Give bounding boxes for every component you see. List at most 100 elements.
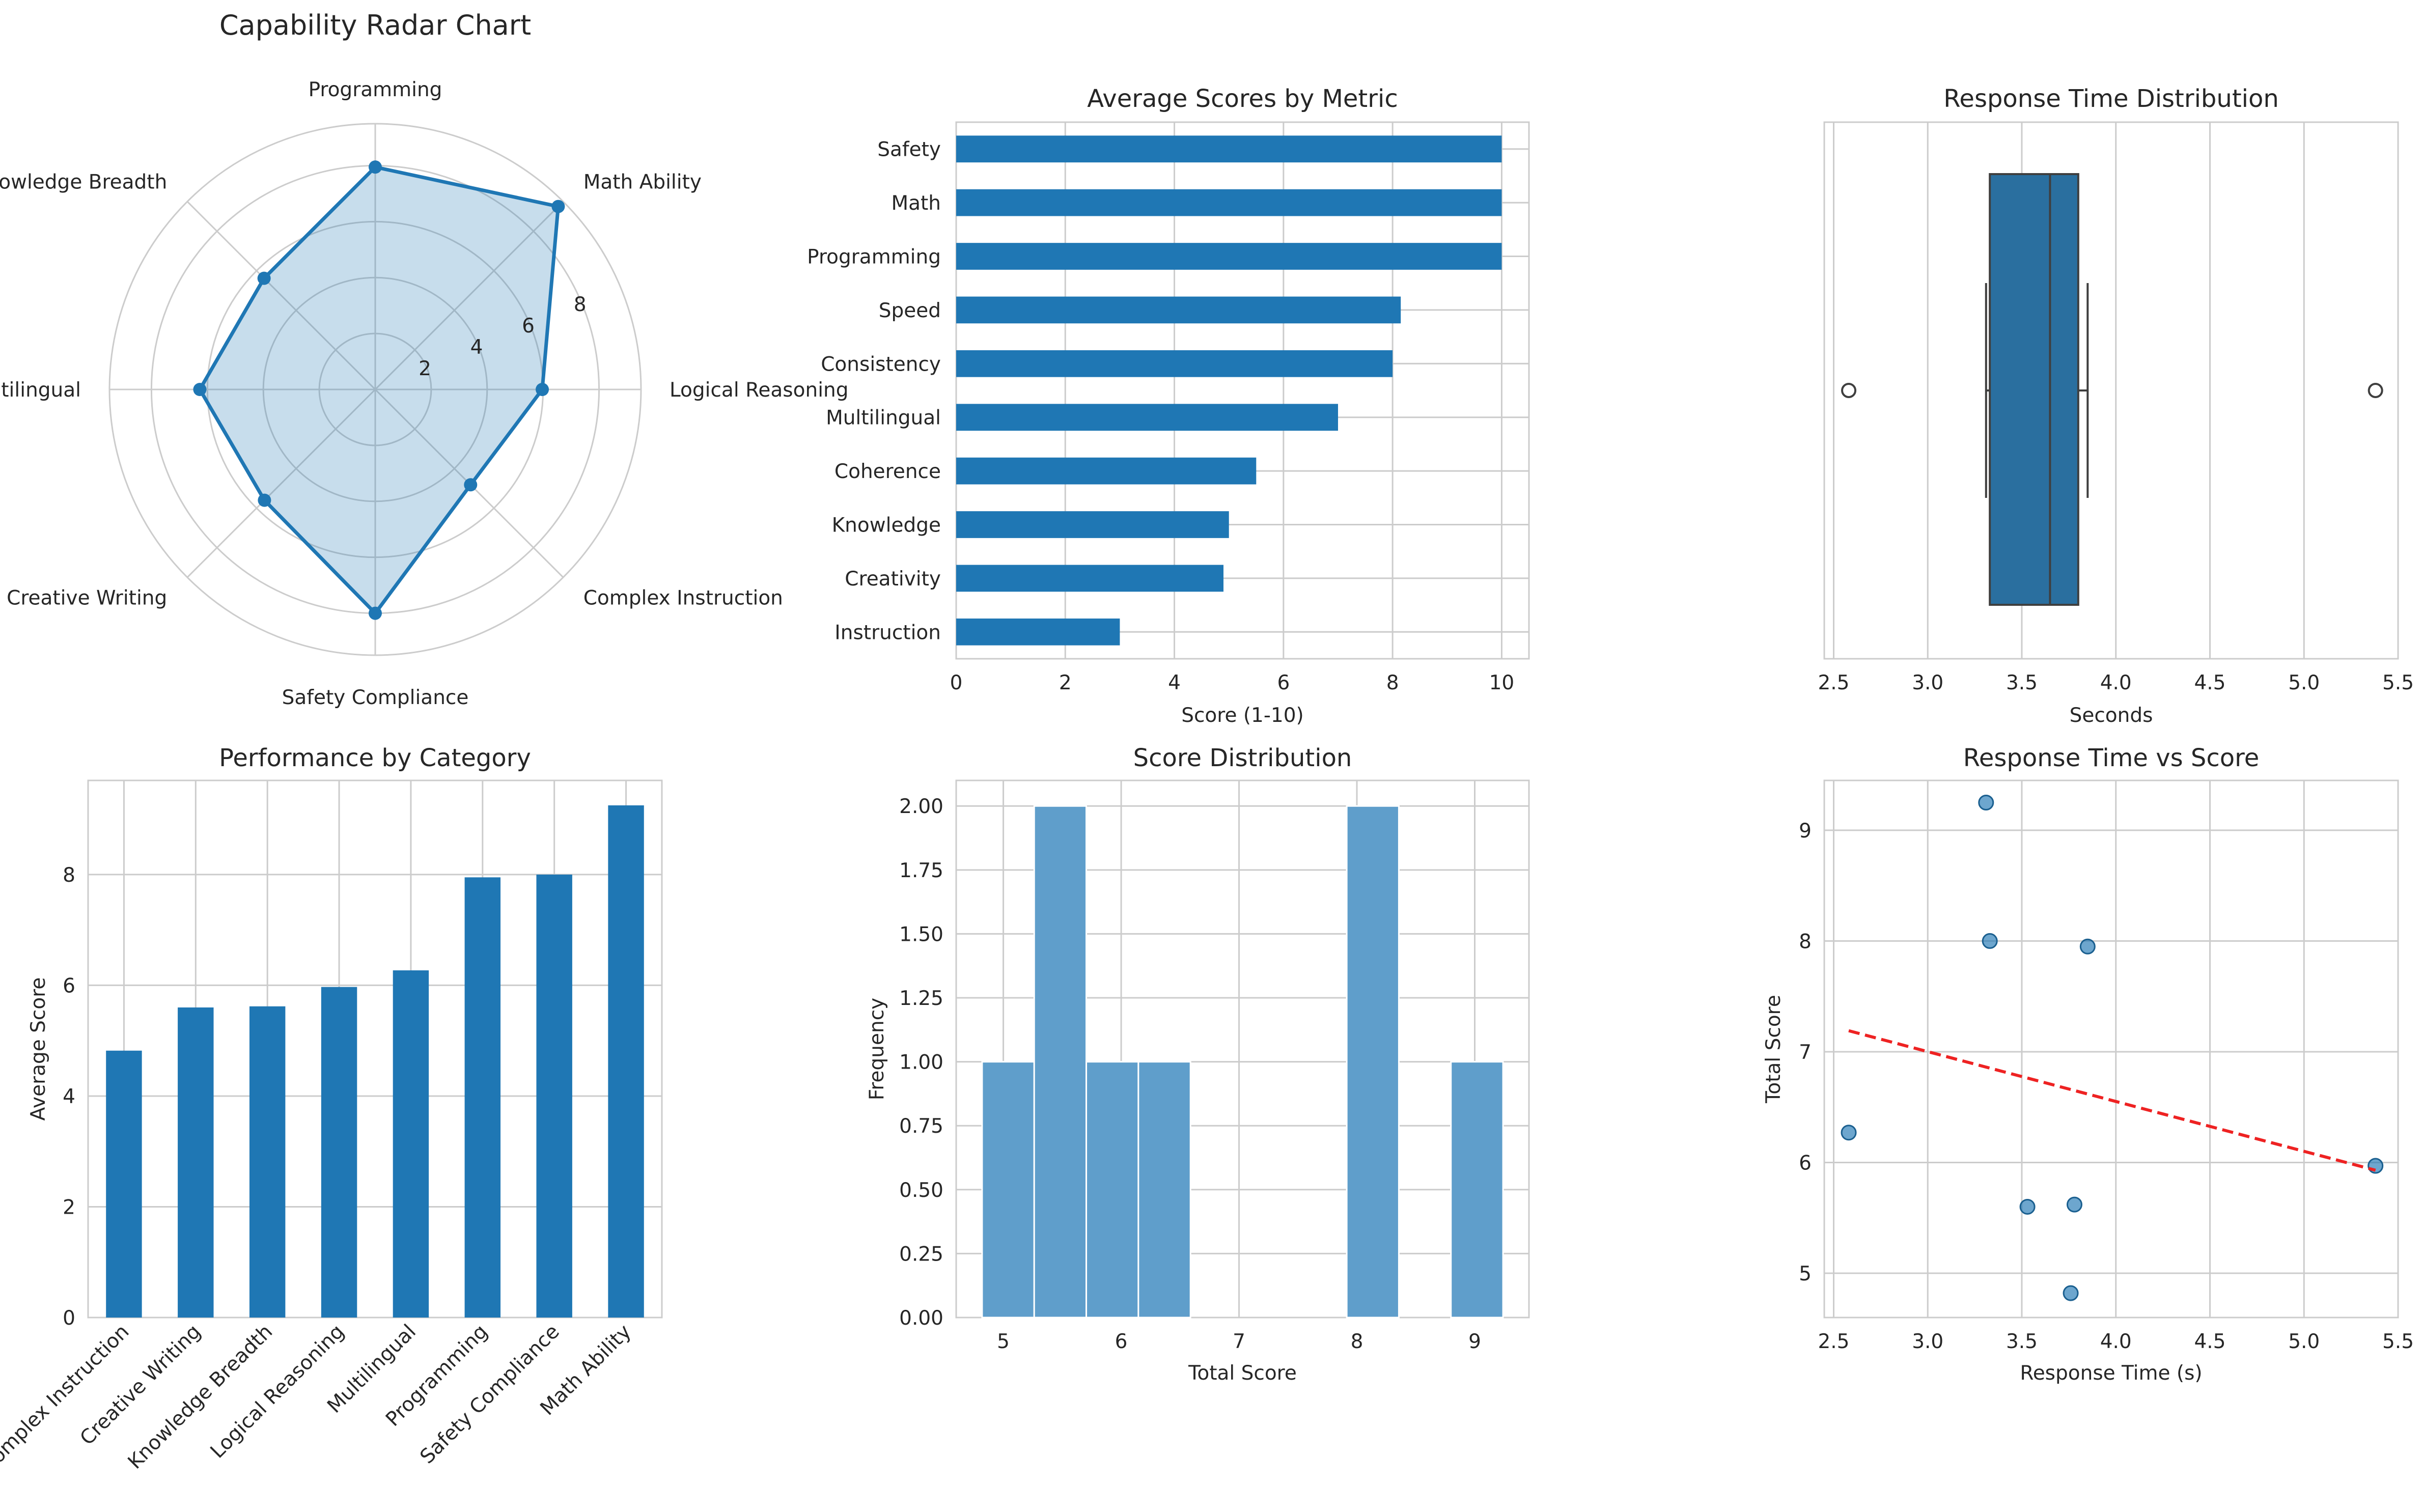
y-tick-label: Creativity [845, 568, 941, 591]
y-tick-label: 0.00 [899, 1307, 943, 1330]
y-tick-label: Instruction [834, 621, 941, 644]
category-bar [464, 877, 501, 1318]
radar-point [369, 606, 382, 620]
metric-bar [956, 565, 1223, 592]
x-tick-label: 5.5 [2382, 671, 2414, 694]
y-tick-label: 6 [1799, 1152, 1812, 1174]
scatter-point [2066, 1196, 2082, 1213]
metric-bar-panel: 0 2 4 6 8 10 Safety Math Programming Speed Consist… [807, 85, 1530, 727]
chart-title: Average Scores by Metric [1087, 85, 1398, 113]
x-tick-label: 6 [1115, 1330, 1128, 1353]
y-tick-label: 1.50 [899, 923, 943, 946]
metric-bar [956, 350, 1393, 377]
category-bar [178, 1007, 214, 1318]
scatter-point [1978, 795, 1994, 811]
y-tick-label: 5 [1799, 1263, 1812, 1285]
chart-title: Capability Radar Chart [219, 9, 531, 41]
outlier-point [2368, 383, 2383, 398]
radar-category-label: Logical Reasoning [670, 379, 849, 402]
radar-category-label: Safety Compliance [282, 686, 469, 709]
x-axis-label: Response Time (s) [2020, 1362, 2202, 1385]
chart-title: Response Time vs Score [1963, 744, 2260, 772]
x-tick-label: 0 [950, 671, 963, 694]
histogram-bar [1033, 805, 1088, 1319]
x-tick-label: 5.5 [2382, 1330, 2414, 1353]
radar-point [257, 271, 271, 285]
y-tick-label: 0.75 [899, 1115, 943, 1138]
radar-category-label: Complex Instruction [583, 587, 783, 610]
scatter-panel: 5 6 7 8 9 2.5 3.0 3.5 4.0 4.5 5.0 5.5 Response Time … [1762, 744, 2414, 1385]
radar-spoke-gridline [186, 388, 376, 578]
radar-fill-area [200, 167, 559, 613]
histogram-bar [1085, 1061, 1139, 1319]
category-bar [249, 1006, 286, 1318]
x-tick-label: 2.5 [1818, 671, 1849, 694]
y-tick-label: 2 [63, 1196, 75, 1219]
category-bar [106, 1050, 142, 1318]
x-tick-label: 5.0 [2288, 671, 2320, 694]
x-tick-label: 4.0 [2100, 1330, 2132, 1353]
x-tick-label: 9 [1468, 1330, 1481, 1353]
x-tick-label: 5 [997, 1330, 1010, 1353]
x-tick-label: 10 [1489, 671, 1515, 694]
histogram-bar [1137, 1061, 1191, 1319]
x-tick-label: 3.5 [2006, 671, 2038, 694]
histogram-bar [981, 1061, 1035, 1319]
histogram-bar [1346, 805, 1400, 1319]
y-tick-label: 1.25 [899, 987, 943, 1010]
x-tick-label: 4.5 [2194, 671, 2225, 694]
x-tick-label: 3.0 [1912, 671, 1943, 694]
x-tick-label: 2 [1059, 671, 1072, 694]
metric-bar [956, 243, 1502, 270]
x-axis-label: Score (1-10) [1181, 704, 1304, 727]
metric-bar [956, 511, 1229, 538]
x-tick-label: 4 [1168, 671, 1181, 694]
radar-point [536, 383, 549, 396]
iqr-box [1989, 173, 2079, 606]
y-tick-label: 8 [63, 864, 75, 887]
y-tick-label: 1.00 [899, 1051, 943, 1074]
y-tick-label: Programming [807, 246, 941, 269]
x-tick-label: 8 [1386, 671, 1399, 694]
metric-bar [956, 189, 1502, 216]
y-tick-label: Knowledge [832, 514, 941, 537]
x-tick-label: 6 [1277, 671, 1290, 694]
scatter-point [1841, 1125, 1857, 1141]
scatter-point [2063, 1285, 2079, 1301]
radar-point [464, 478, 478, 492]
chart-title: Score Distribution [1133, 744, 1352, 772]
radar-point [193, 383, 207, 396]
radar-category-label: Programming [309, 78, 442, 101]
scatter-point [2368, 1158, 2384, 1174]
x-axis-label: Seconds [2070, 704, 2153, 727]
radar-spoke-gridline [186, 201, 376, 390]
radar-r-tick-label: 2 [419, 357, 431, 380]
histogram-bar [1450, 1061, 1504, 1319]
category-bar [536, 874, 572, 1318]
outlier-point [1841, 383, 1857, 398]
histogram-panel: 0.00 0.25 0.50 0.75 1.00 1.25 1.50 1.75 2.00 5 6 7 8… [866, 744, 1530, 1385]
x-tick-label: 4.0 [2100, 671, 2132, 694]
chart-title: Response Time Distribution [1943, 85, 2279, 113]
scatter-point [1982, 933, 1998, 949]
radar-spoke-gridline [374, 201, 564, 390]
radar-point [551, 200, 565, 213]
x-tick-label: 7 [1233, 1330, 1245, 1353]
x-axis-label: Total Score [1188, 1362, 1297, 1385]
radar-panel: 2 4 6 8 Logical Reasoning Math Ability Program… [0, 9, 849, 709]
y-axis-label: Total Score [1762, 995, 1785, 1104]
metric-bar [956, 457, 1257, 485]
x-tick-label: 3.0 [1912, 1330, 1943, 1353]
radar-r-tick-label: 4 [470, 336, 483, 359]
radar-category-label: Multilingual [0, 379, 81, 402]
scatter-point [2079, 938, 2096, 955]
radar-category-label: Knowledge Breadth [0, 171, 167, 193]
radar-point [258, 493, 271, 507]
y-tick-label: 8 [1799, 930, 1812, 953]
y-tick-label: 4 [63, 1085, 75, 1108]
y-tick-label: Coherence [834, 460, 941, 483]
y-tick-label: 6 [63, 974, 75, 997]
y-tick-label: 1.75 [899, 859, 943, 882]
radar-category-label: Math Ability [583, 171, 702, 193]
